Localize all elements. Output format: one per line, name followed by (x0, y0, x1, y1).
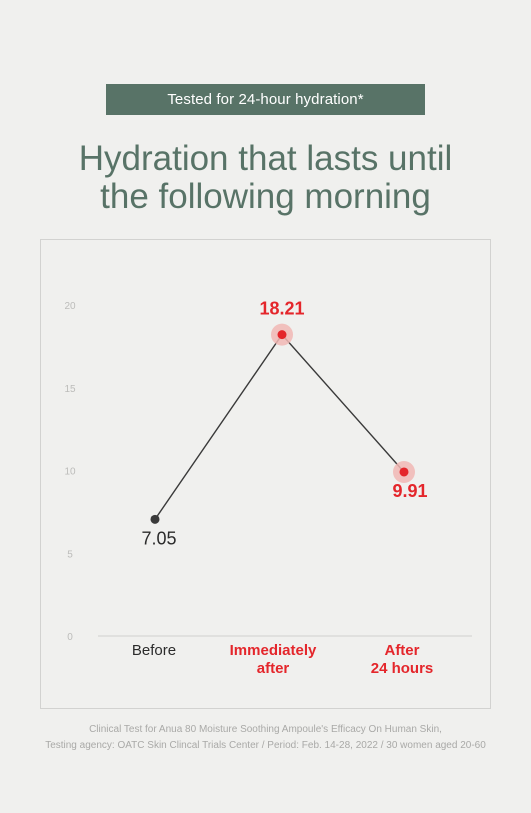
footnote-line-2: Testing agency: OATC Skin Clincal Trials… (45, 740, 486, 751)
footnote-line-1: Clinical Test for Anua 80 Moisture Sooth… (89, 724, 442, 735)
x-category-label: Immediately after (230, 642, 317, 677)
y-tick-label: 5 (67, 549, 73, 560)
data-point (150, 514, 160, 524)
headline-line-2: the following morning (100, 177, 431, 216)
y-tick-label: 10 (64, 467, 76, 478)
x-category-label-line: Immediately (230, 642, 317, 659)
chart-frame (40, 239, 491, 709)
x-category-label: Before (132, 642, 176, 659)
x-category-label: After 24 hours (371, 642, 434, 677)
data-point (277, 330, 287, 340)
data-value-label: 7.05 (141, 528, 176, 548)
headline: Hydration that lasts until the following… (0, 140, 531, 216)
series-line (154, 333, 405, 520)
y-tick-label: 15 (64, 384, 76, 395)
data-value-label: 9.91 (392, 481, 427, 501)
x-category-label-line: After (384, 642, 419, 659)
x-category-label-line: after (257, 660, 290, 677)
data-point (399, 467, 409, 477)
data-value-label: 18.21 (259, 299, 304, 319)
test-badge: Tested for 24-hour hydration* (106, 84, 425, 115)
x-category-label-line: Before (132, 642, 176, 659)
test-badge-label: Tested for 24-hour hydration* (167, 91, 364, 108)
x-category-label-line: 24 hours (371, 660, 434, 677)
headline-line-1: Hydration that lasts until (78, 139, 453, 178)
y-tick-label: 20 (64, 301, 76, 312)
footnote: Clinical Test for Anua 80 Moisture Sooth… (0, 722, 531, 754)
y-tick-label: 0 (67, 632, 73, 643)
